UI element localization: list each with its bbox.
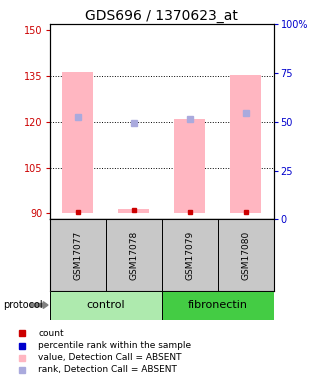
Text: percentile rank within the sample: percentile rank within the sample [38,341,191,350]
Text: GSM17079: GSM17079 [185,230,194,280]
Bar [106,219,162,291]
Bar [50,291,162,320]
Bar [162,291,274,320]
Bar [62,72,93,213]
Text: GSM17078: GSM17078 [129,230,138,280]
Bar [230,75,261,213]
Bar [118,209,149,213]
Bar [50,219,106,291]
Bar [162,219,218,291]
Text: count: count [38,329,64,338]
Text: protocol: protocol [3,300,43,310]
Text: control: control [86,300,125,310]
Bar [218,219,274,291]
Text: GSM17077: GSM17077 [73,230,82,280]
Text: value, Detection Call = ABSENT: value, Detection Call = ABSENT [38,353,181,362]
Text: rank, Detection Call = ABSENT: rank, Detection Call = ABSENT [38,365,177,374]
Title: GDS696 / 1370623_at: GDS696 / 1370623_at [85,9,238,23]
Text: GSM17080: GSM17080 [241,230,250,280]
Bar [174,119,205,213]
Text: fibronectin: fibronectin [188,300,248,310]
